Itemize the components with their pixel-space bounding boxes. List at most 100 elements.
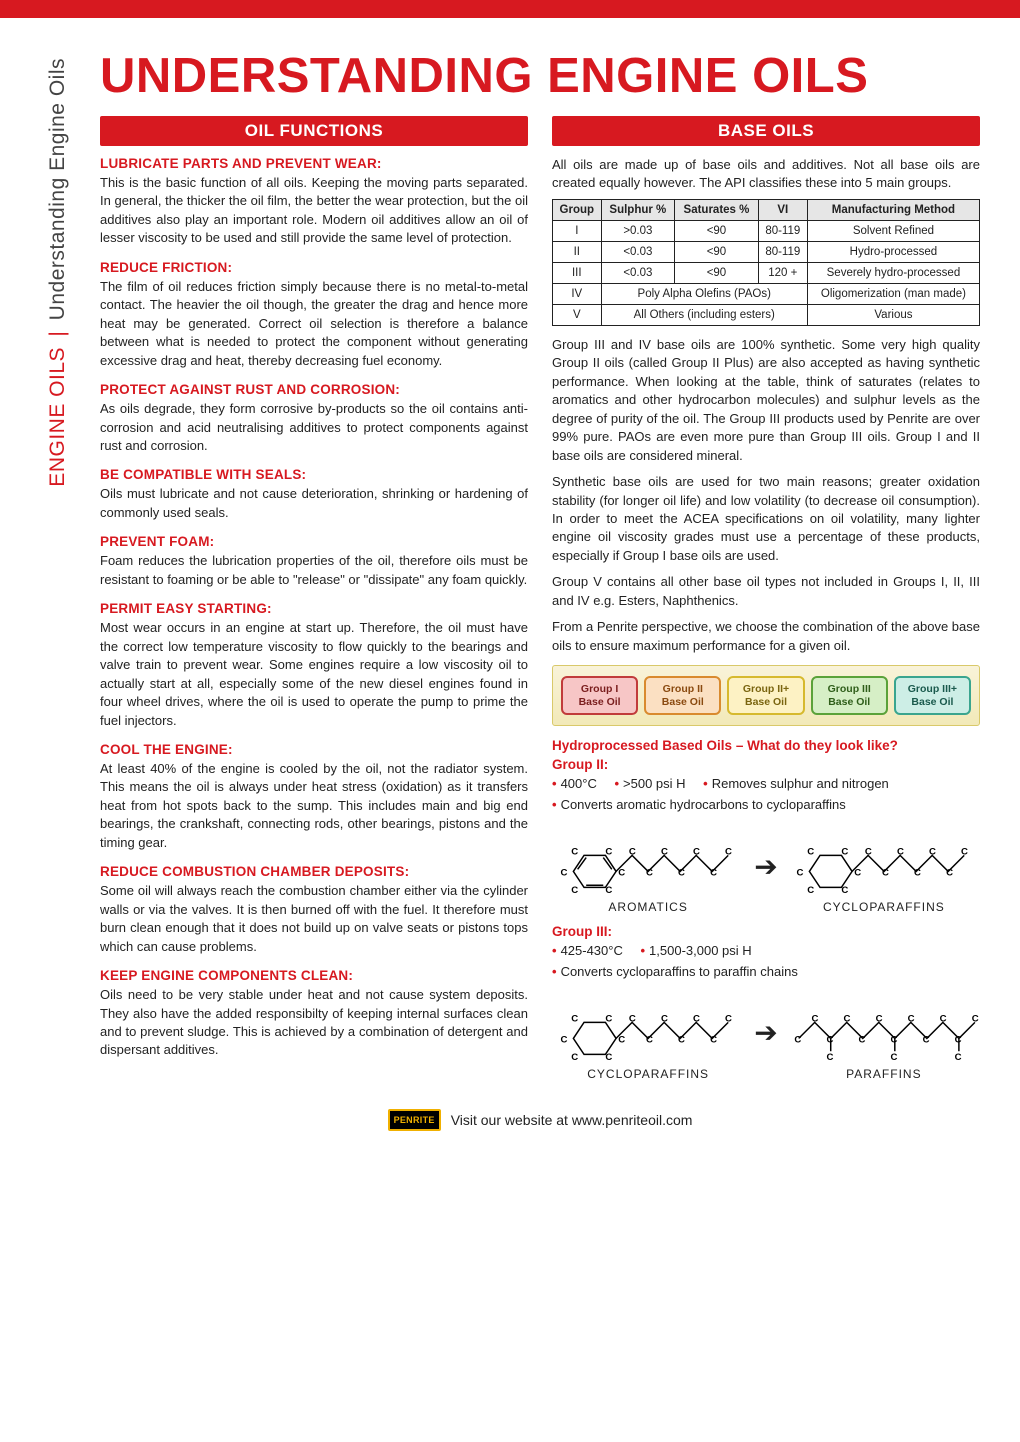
svg-text:C: C bbox=[605, 1013, 612, 1024]
side-label-red: ENGINE OILS bbox=[46, 347, 69, 487]
chip-group-ii: Group II Base Oil bbox=[644, 676, 721, 715]
svg-text:C: C bbox=[826, 1052, 833, 1060]
svg-text:C: C bbox=[890, 1035, 897, 1046]
base-oils-banner: BASE OILS bbox=[552, 116, 980, 146]
svg-text:C: C bbox=[854, 868, 861, 879]
svg-text:C: C bbox=[954, 1035, 961, 1046]
group-iii-bullet-block: Converts cycloparaffins to paraffin chai… bbox=[552, 964, 980, 979]
svg-text:C: C bbox=[971, 1013, 978, 1024]
paraffins-icon: CCCCCCCCCCCC CCC bbox=[788, 985, 980, 1060]
hydro-title: Hydroprocessed Based Oils – What do they… bbox=[552, 738, 980, 753]
footer: PENRITE Visit our website at www.penrite… bbox=[100, 1109, 980, 1131]
svg-text:C: C bbox=[725, 847, 732, 858]
svg-text:C: C bbox=[571, 1013, 578, 1024]
func-body-4: Foam reduces the lubrication properties … bbox=[100, 552, 528, 589]
func-head-2: PROTECT AGAINST RUST AND CORROSION: bbox=[100, 382, 528, 397]
cycloparaffins-label: CYCLOPARAFFINS bbox=[788, 900, 980, 914]
group-iii-label: Group III: bbox=[552, 924, 980, 939]
table-row: I >0.03 <90 80-119 Solvent Refined bbox=[553, 220, 980, 241]
paraffins-label: PARAFFINS bbox=[788, 1067, 980, 1081]
svg-text:C: C bbox=[939, 1013, 946, 1024]
base-para2: Synthetic base oils are used for two mai… bbox=[552, 473, 980, 565]
svg-text:C: C bbox=[922, 1035, 929, 1046]
svg-text:C: C bbox=[811, 1013, 818, 1024]
footer-text: Visit our website at www.penriteoil.com bbox=[451, 1112, 693, 1128]
table-row: V All Others (including esters) Various bbox=[553, 304, 980, 325]
base-intro: All oils are made up of base oils and ad… bbox=[552, 156, 980, 193]
func-body-8: Oils need to be very stable under heat a… bbox=[100, 986, 528, 1060]
table-header-row: Group Sulphur % Saturates % VI Manufactu… bbox=[553, 199, 980, 220]
cycloparaffins-label-2: CYCLOPARAFFINS bbox=[552, 1067, 744, 1081]
func-body-7: Some oil will always reach the combustio… bbox=[100, 882, 528, 956]
svg-text:C: C bbox=[914, 868, 921, 879]
svg-text:C: C bbox=[710, 1035, 717, 1046]
svg-text:C: C bbox=[841, 847, 848, 858]
func-head-4: PREVENT FOAM: bbox=[100, 534, 528, 549]
svg-text:C: C bbox=[954, 1052, 961, 1060]
svg-text:C: C bbox=[629, 847, 636, 858]
group-ii-bullets: 400°C >500 psi H Removes sulphur and nit… bbox=[552, 776, 980, 791]
svg-text:C: C bbox=[875, 1013, 882, 1024]
arrow-icon: ➔ bbox=[754, 850, 777, 883]
th-vi: VI bbox=[758, 199, 807, 220]
func-body-5: Most wear occurs in an engine at start u… bbox=[100, 619, 528, 730]
svg-text:C: C bbox=[843, 1013, 850, 1024]
th-sulphur: Sulphur % bbox=[601, 199, 675, 220]
svg-text:C: C bbox=[605, 847, 612, 858]
table-row: III <0.03 <90 120 + Severely hydro-proce… bbox=[553, 262, 980, 283]
svg-text:C: C bbox=[807, 885, 814, 893]
svg-text:C: C bbox=[571, 885, 578, 893]
th-group: Group bbox=[553, 199, 602, 220]
table-row: II <0.03 <90 80-119 Hydro-processed bbox=[553, 241, 980, 262]
svg-text:C: C bbox=[796, 868, 803, 879]
page-title: UNDERSTANDING ENGINE OILS bbox=[100, 48, 980, 104]
th-method: Manufacturing Method bbox=[807, 199, 979, 220]
left-column: OIL FUNCTIONS LUBRICATE PARTS AND PREVEN… bbox=[100, 116, 528, 1091]
group-ii-label: Group II: bbox=[552, 757, 980, 772]
svg-text:C: C bbox=[890, 1052, 897, 1060]
group-ii-molecules: CCCCCC CCCCCCC AROMATICS ➔ CCCCC bbox=[552, 818, 980, 914]
svg-text:C: C bbox=[561, 868, 568, 879]
svg-text:C: C bbox=[794, 1035, 801, 1046]
aromatics-label: AROMATICS bbox=[552, 900, 744, 914]
page: ENGINE OILS | Understanding Engine Oils … bbox=[0, 0, 1020, 1161]
svg-text:C: C bbox=[629, 1013, 636, 1024]
arrow-icon-2: ➔ bbox=[754, 1016, 777, 1049]
func-head-0: LUBRICATE PARTS AND PREVENT WEAR: bbox=[100, 156, 528, 171]
func-head-7: REDUCE COMBUSTION CHAMBER DEPOSITS: bbox=[100, 864, 528, 879]
svg-text:C: C bbox=[725, 1013, 732, 1024]
side-vertical-label: ENGINE OILS | Understanding Engine Oils bbox=[46, 58, 70, 487]
func-body-6: At least 40% of the engine is cooled by … bbox=[100, 760, 528, 852]
chip-group-iiiplus: Group III+ Base Oil bbox=[894, 676, 971, 715]
svg-text:C: C bbox=[661, 1013, 668, 1024]
chip-group-iiplus: Group II+ Base Oil bbox=[727, 676, 804, 715]
svg-text:C: C bbox=[807, 847, 814, 858]
func-head-6: COOL THE ENGINE: bbox=[100, 742, 528, 757]
side-label-rest: Understanding Engine Oils bbox=[46, 58, 69, 320]
base-para3: Group V contains all other base oil type… bbox=[552, 573, 980, 610]
svg-text:C: C bbox=[710, 868, 717, 879]
cycloparaffins-molecule: CCCCCC CCCCCCC CYCLOPARAFFINS bbox=[788, 818, 980, 914]
svg-text:C: C bbox=[693, 1013, 700, 1024]
side-label-sep: | bbox=[46, 331, 69, 337]
aromatics-icon: CCCCCC CCCCCCC bbox=[552, 818, 744, 893]
cycloparaffins-icon-2: CCCCCC CCCCCCC bbox=[552, 985, 744, 1060]
right-column: BASE OILS All oils are made up of base o… bbox=[552, 116, 980, 1091]
group-iii-molecules: CCCCCC CCCCCCC CYCLOPARAFFINS ➔ bbox=[552, 985, 980, 1081]
svg-text:C: C bbox=[946, 868, 953, 879]
svg-text:C: C bbox=[605, 885, 612, 893]
svg-text:C: C bbox=[907, 1013, 914, 1024]
group-ii-bullet-block: Converts aromatic hydrocarbons to cyclop… bbox=[552, 797, 980, 812]
svg-text:C: C bbox=[605, 1052, 612, 1060]
svg-text:C: C bbox=[678, 868, 685, 879]
svg-text:C: C bbox=[561, 1035, 568, 1046]
func-head-3: BE COMPATIBLE WITH SEALS: bbox=[100, 467, 528, 482]
base-para4: From a Penrite perspective, we choose th… bbox=[552, 618, 980, 655]
group-iii-bullets: 425-430°C 1,500-3,000 psi H bbox=[552, 943, 980, 958]
svg-text:C: C bbox=[961, 847, 968, 858]
func-head-1: REDUCE FRICTION: bbox=[100, 260, 528, 275]
svg-text:C: C bbox=[882, 868, 889, 879]
two-column-layout: OIL FUNCTIONS LUBRICATE PARTS AND PREVEN… bbox=[100, 116, 980, 1091]
svg-text:C: C bbox=[841, 885, 848, 893]
svg-text:C: C bbox=[618, 868, 625, 879]
